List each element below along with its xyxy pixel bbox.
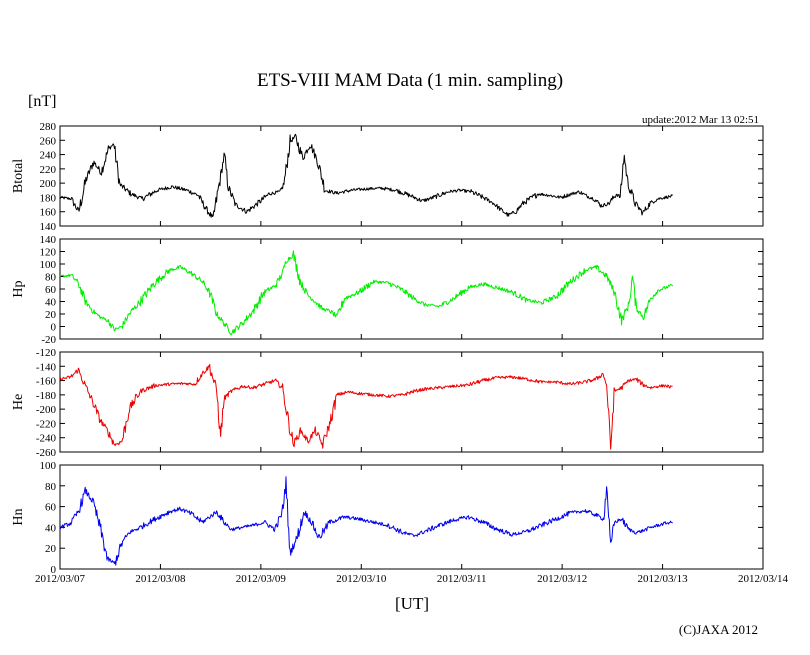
y-tick-label: 0 bbox=[51, 322, 57, 334]
y-tick-label: 140 bbox=[40, 221, 57, 233]
x-tick-label: 2012/03/08 bbox=[135, 573, 186, 585]
chart-title: ETS-VIII MAM Data (1 min. sampling) bbox=[257, 70, 563, 91]
panel-frame bbox=[59, 238, 764, 340]
y-tick-label: 280 bbox=[40, 121, 57, 133]
panel-btotal: 140 160 180 200 220 240 260 280 Btotal bbox=[11, 121, 764, 233]
y-tick-label: -160 bbox=[36, 376, 57, 388]
y-tick-label: 120 bbox=[40, 247, 57, 259]
y-tick-label: 60 bbox=[45, 284, 57, 296]
y-tick-label: -20 bbox=[41, 334, 56, 346]
y-axis-title: He bbox=[11, 394, 26, 410]
panel-frame bbox=[59, 464, 764, 570]
y-tick-label: 80 bbox=[45, 272, 57, 284]
panel-hn: 0 20 40 60 80 100 Hn bbox=[11, 460, 764, 576]
y-tick-label: 260 bbox=[40, 135, 57, 147]
panels-group: 140160180200220240260280Btotal-200204060… bbox=[11, 121, 764, 576]
series-line-he bbox=[59, 363, 673, 450]
panel-frame bbox=[59, 125, 764, 227]
copyright-credit: (C)JAXA 2012 bbox=[679, 622, 758, 637]
y-tick-label: 100 bbox=[40, 259, 57, 271]
x-tick-label: 2012/03/14 bbox=[738, 573, 789, 585]
y-tick-label: 100 bbox=[40, 460, 57, 472]
y-axis-title: Btotal bbox=[11, 159, 26, 193]
x-tick-label: 2012/03/13 bbox=[638, 573, 689, 585]
x-tick-label: 2012/03/11 bbox=[437, 573, 487, 585]
x-tick-label: 2012/03/07 bbox=[35, 573, 86, 585]
y-tick-label: 240 bbox=[40, 150, 57, 162]
y-tick-label: 20 bbox=[45, 309, 57, 321]
y-tick-label: 180 bbox=[40, 192, 57, 204]
y-tick-label: 0 bbox=[51, 564, 57, 576]
y-axis-title: Hn bbox=[11, 508, 26, 525]
x-tick-label: 2012/03/10 bbox=[336, 573, 387, 585]
y-tick-label: -260 bbox=[36, 447, 57, 459]
unit-label: [nT] bbox=[28, 93, 56, 110]
y-tick-label: 40 bbox=[45, 297, 57, 309]
y-tick-label: 160 bbox=[40, 207, 57, 219]
y-tick-label: 140 bbox=[40, 234, 57, 246]
panel-frame bbox=[59, 351, 764, 453]
y-tick-label: 60 bbox=[45, 502, 57, 514]
series-line-btotal bbox=[59, 133, 673, 218]
x-axis-title: [UT] bbox=[395, 594, 429, 613]
y-tick-label: -180 bbox=[36, 390, 57, 402]
y-tick-label: 220 bbox=[40, 164, 57, 176]
y-tick-label: -140 bbox=[36, 361, 57, 373]
y-tick-label: -240 bbox=[36, 433, 57, 445]
x-axis: 2012/03/07 2012/03/08 2012/03/09 2012/03/10… bbox=[35, 573, 789, 585]
y-tick-label: -200 bbox=[36, 404, 57, 416]
y-tick-label: 40 bbox=[45, 522, 57, 534]
y-tick-label: 20 bbox=[45, 543, 57, 555]
y-tick-label: -220 bbox=[36, 418, 57, 430]
y-tick-label: 200 bbox=[40, 178, 57, 190]
y-tick-label: -120 bbox=[36, 347, 57, 359]
x-tick-label: 2012/03/12 bbox=[537, 573, 587, 585]
panel-he: -260 -240 -220 -200 -180 -160 -140 -120 He bbox=[11, 347, 764, 459]
x-tick-label: 2012/03/09 bbox=[236, 573, 287, 585]
y-axis-title: Hp bbox=[11, 280, 26, 297]
series-line-hp bbox=[59, 250, 674, 336]
update-timestamp: update:2012 Mar 13 02:51 bbox=[642, 114, 759, 126]
series-line-hn bbox=[59, 476, 673, 566]
y-tick-label: 80 bbox=[45, 481, 57, 493]
